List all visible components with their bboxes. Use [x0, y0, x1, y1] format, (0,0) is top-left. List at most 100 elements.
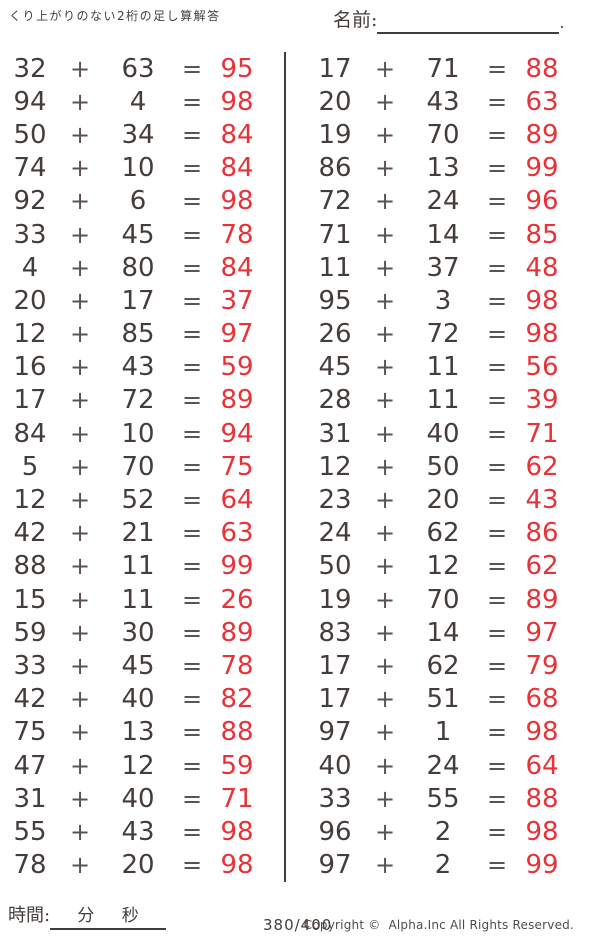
plus-sign: + [374, 286, 396, 315]
operand-1: 40 [318, 750, 352, 781]
answer: 89 [220, 617, 254, 648]
plus-sign: + [69, 386, 91, 415]
operand-1: 74 [13, 153, 47, 184]
problem-row: 33 +55 = 88 [305, 782, 571, 815]
operand-1: 96 [318, 816, 352, 847]
answer: 98 [525, 319, 559, 350]
plus-sign: + [374, 154, 396, 183]
problem-row: 50 +12 = 62 [305, 550, 571, 583]
problem-row: 97 +1 = 98 [305, 716, 571, 749]
answer: 48 [525, 252, 559, 283]
operand-1: 33 [13, 650, 47, 681]
operand-1: 97 [318, 850, 352, 881]
equals-sign: = [181, 87, 203, 116]
answer: 26 [220, 584, 254, 615]
operand-1: 4 [21, 252, 39, 283]
operand-2: 63 [121, 53, 155, 84]
answer: 78 [220, 650, 254, 681]
plus-sign: + [69, 651, 91, 680]
equals-sign: = [486, 817, 508, 846]
problem-row: 19 +70 = 89 [305, 118, 571, 151]
answer: 99 [525, 850, 559, 881]
plus-sign: + [374, 751, 396, 780]
operand-1: 23 [318, 485, 352, 516]
answer: 98 [220, 86, 254, 117]
problem-row: 94 +4 = 98 [0, 85, 266, 118]
name-field: 名前: . [333, 5, 565, 34]
equals-sign: = [486, 452, 508, 481]
operand-1: 17 [318, 650, 352, 681]
equals-sign: = [486, 54, 508, 83]
page-indicator: 380/400 [263, 916, 333, 934]
equals-sign: = [181, 386, 203, 415]
equals-sign: = [181, 54, 203, 83]
answer: 68 [525, 684, 559, 715]
plus-sign: + [374, 87, 396, 116]
time-underline: 分 秒 [50, 904, 167, 930]
problem-row: 28 +11 = 39 [305, 384, 571, 417]
operand-2: 40 [426, 418, 460, 449]
operand-1: 19 [318, 584, 352, 615]
equals-sign: = [486, 353, 508, 382]
problem-row: 20 +43 = 63 [305, 85, 571, 118]
problem-row: 45 +11 = 56 [305, 351, 571, 384]
operand-1: 45 [318, 352, 352, 383]
operand-2: 55 [426, 783, 460, 814]
plus-sign: + [374, 253, 396, 282]
equals-sign: = [486, 220, 508, 249]
operand-1: 12 [13, 319, 47, 350]
plus-sign: + [374, 651, 396, 680]
operand-1: 17 [318, 53, 352, 84]
plus-sign: + [69, 154, 91, 183]
answer: 64 [525, 750, 559, 781]
equals-sign: = [486, 552, 508, 581]
answer: 59 [220, 352, 254, 383]
answer: 94 [220, 418, 254, 449]
operand-2: 43 [426, 86, 460, 117]
problem-row: 71 +14 = 85 [305, 218, 571, 251]
operand-2: 70 [426, 584, 460, 615]
answer: 86 [525, 518, 559, 549]
answer: 79 [525, 650, 559, 681]
name-period: . [559, 13, 565, 32]
plus-sign: + [374, 851, 396, 880]
problems-area: 32 +63 = 95 94 +4 = 98 50 +34 = 84 74 +10 = 84 92 +6 = 98 33… [0, 52, 600, 884]
problems-column-right: 17 +71 = 88 20 +43 = 63 19 +70 = 89 86 +13 = 99 72 +24 = 96… [305, 52, 571, 882]
answer: 88 [220, 717, 254, 748]
problem-row: 31 +40 = 71 [0, 782, 266, 815]
plus-sign: + [69, 552, 91, 581]
plus-sign: + [374, 386, 396, 415]
time-label: 時間: [8, 905, 51, 926]
operand-2: 11 [121, 551, 155, 582]
equals-sign: = [486, 486, 508, 515]
operand-2: 10 [121, 153, 155, 184]
problem-row: 74 +10 = 84 [0, 152, 266, 185]
answer: 98 [525, 717, 559, 748]
operand-1: 50 [13, 119, 47, 150]
answer: 64 [220, 485, 254, 516]
problem-row: 96 +2 = 98 [305, 815, 571, 848]
problem-row: 15 +11 = 26 [0, 583, 266, 616]
plus-sign: + [69, 87, 91, 116]
operand-2: 11 [121, 584, 155, 615]
answer: 63 [525, 86, 559, 117]
operand-2: 62 [426, 650, 460, 681]
plus-sign: + [374, 685, 396, 714]
problem-row: 12 +52 = 64 [0, 483, 266, 516]
equals-sign: = [181, 817, 203, 846]
answer: 98 [220, 816, 254, 847]
operand-1: 31 [13, 783, 47, 814]
equals-sign: = [486, 187, 508, 216]
equals-sign: = [181, 618, 203, 647]
problem-row: 92 +6 = 98 [0, 185, 266, 218]
equals-sign: = [486, 618, 508, 647]
plus-sign: + [374, 718, 396, 747]
operand-1: 84 [13, 418, 47, 449]
operand-1: 86 [318, 153, 352, 184]
equals-sign: = [181, 154, 203, 183]
answer: 84 [220, 119, 254, 150]
plus-sign: + [374, 120, 396, 149]
plus-sign: + [69, 519, 91, 548]
problem-row: 19 +70 = 89 [305, 583, 571, 616]
problem-row: 17 +62 = 79 [305, 649, 571, 682]
